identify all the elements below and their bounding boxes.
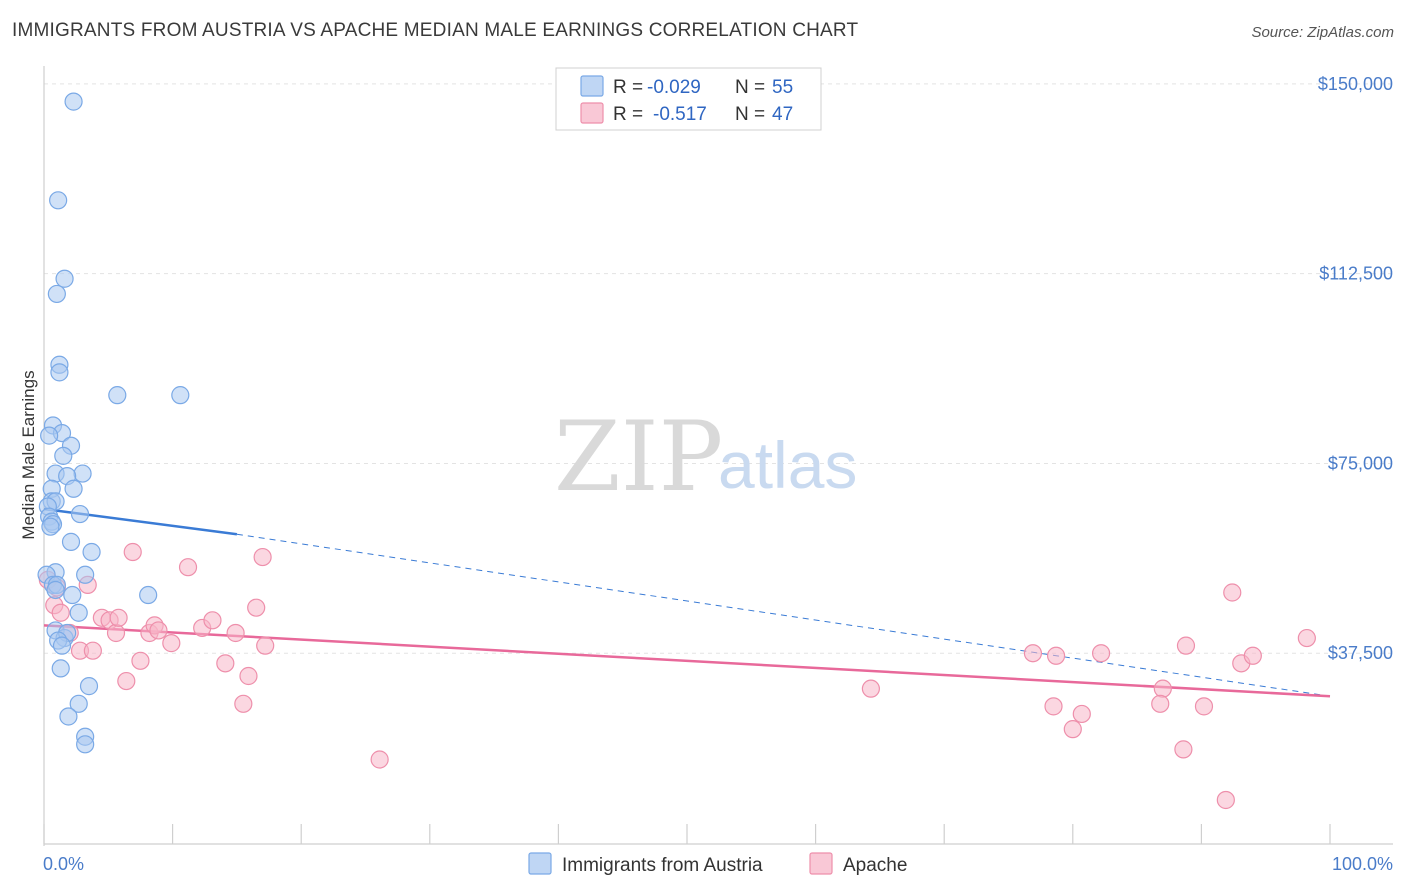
gridlines xyxy=(44,83,1393,654)
y-tick-label-2: $112,500 xyxy=(1319,264,1393,284)
point-austria-16 xyxy=(64,479,83,498)
point-austria-34 xyxy=(63,585,82,605)
point-apache-19 xyxy=(178,558,198,577)
legend-n-label-austria: N = xyxy=(735,77,765,98)
point-austria-35 xyxy=(139,585,158,605)
bottom-legend-swatch-austria xyxy=(528,852,552,875)
point-austria-6 xyxy=(108,386,127,405)
point-apache-40 xyxy=(1176,636,1196,655)
point-apache-37 xyxy=(1153,679,1172,698)
point-apache-13 xyxy=(123,542,142,562)
legend-r-label-apache: R = xyxy=(613,104,643,125)
y-tick-label-0: $37,500 xyxy=(1328,643,1393,663)
point-austria-21 xyxy=(70,504,90,524)
legend-n-value-apache: 47 xyxy=(772,104,793,125)
point-austria-30 xyxy=(76,565,95,584)
point-apache-28 xyxy=(253,547,272,567)
point-austria-12 xyxy=(54,446,73,465)
watermark: ZIP atlas xyxy=(554,401,857,513)
trend-lines xyxy=(43,507,1331,698)
point-apache-21 xyxy=(203,611,222,630)
legend-swatch-austria xyxy=(580,75,604,97)
point-austria-27 xyxy=(82,542,101,562)
point-apache-24 xyxy=(234,694,253,713)
y-tick-label-3: $150,000 xyxy=(1318,74,1393,94)
chart-title: IMMIGRANTS FROM AUSTRIA VS APACHE MEDIAN… xyxy=(12,20,859,41)
legend-r-value-apache: -0.517 xyxy=(653,104,707,125)
point-apache-29 xyxy=(370,750,389,769)
point-apache-12 xyxy=(117,671,136,691)
point-apache-43 xyxy=(1223,583,1242,602)
point-apache-41 xyxy=(1194,697,1214,716)
point-apache-7 xyxy=(83,641,102,660)
point-austria-36 xyxy=(69,603,88,622)
point-austria-42 xyxy=(51,659,70,678)
trendline-austria-extension xyxy=(236,533,1331,697)
point-apache-34 xyxy=(1063,720,1082,739)
point-apache-32 xyxy=(1046,646,1066,665)
point-apache-27 xyxy=(256,636,275,655)
point-austria-0 xyxy=(64,92,83,111)
point-apache-35 xyxy=(1072,704,1091,724)
point-austria-43 xyxy=(79,677,99,696)
legend-n-label-apache: N = xyxy=(735,104,765,125)
bottom-legend-swatch-apache xyxy=(809,852,833,875)
x-tick-label-0: 0.0% xyxy=(43,854,84,874)
x-tick-labels: 0.0% 100.0% xyxy=(43,854,1393,874)
point-austria-14 xyxy=(73,464,92,483)
point-apache-45 xyxy=(1243,646,1262,665)
point-apache-17 xyxy=(149,621,168,640)
point-apache-26 xyxy=(247,598,266,617)
axes xyxy=(43,66,1393,846)
point-apache-4 xyxy=(51,603,70,622)
bottom-legend-label-apache: Apache xyxy=(843,855,907,876)
series-legend: Immigrants from Austria Apache xyxy=(528,852,907,876)
point-apache-31 xyxy=(1023,644,1043,663)
point-apache-18 xyxy=(162,634,181,653)
point-apache-46 xyxy=(1297,628,1316,648)
y-axis-label: Median Male Earnings xyxy=(19,370,38,539)
point-apache-10 xyxy=(106,623,126,643)
point-austria-7 xyxy=(171,386,190,405)
legend-r-value-austria: -0.029 xyxy=(647,77,701,98)
point-austria-26 xyxy=(61,532,81,551)
point-apache-11 xyxy=(109,608,128,627)
point-apache-38 xyxy=(1151,694,1170,713)
point-apache-36 xyxy=(1091,644,1111,663)
source-label: Source: ZipAtlas.com xyxy=(1251,24,1394,41)
legend-r-label-austria: R = xyxy=(613,77,643,98)
point-austria-5 xyxy=(50,363,69,382)
y-tick-labels: $37,500 $75,000 $112,500 $150,000 xyxy=(1318,74,1393,663)
point-apache-39 xyxy=(1174,740,1193,759)
trendline-apache xyxy=(43,624,1331,698)
bottom-legend-label-austria: Immigrants from Austria xyxy=(562,855,763,876)
point-apache-42 xyxy=(1216,790,1235,810)
point-austria-41 xyxy=(52,636,72,655)
point-apache-23 xyxy=(226,623,245,643)
data-points xyxy=(37,92,1316,810)
point-austria-44 xyxy=(69,694,88,713)
watermark-zip: ZIP xyxy=(554,401,723,513)
point-apache-30 xyxy=(861,679,880,698)
point-apache-14 xyxy=(131,651,150,670)
point-austria-25 xyxy=(41,517,60,536)
point-austria-47 xyxy=(76,735,95,754)
point-austria-10 xyxy=(40,426,59,445)
point-austria-2 xyxy=(55,269,74,288)
point-austria-45 xyxy=(59,707,78,726)
point-austria-33 xyxy=(46,580,65,600)
point-apache-25 xyxy=(239,666,258,686)
correlation-legend: R = -0.029 N = 55 R = -0.517 N = 47 xyxy=(555,67,822,131)
point-austria-3 xyxy=(47,284,66,304)
point-apache-22 xyxy=(216,654,235,673)
watermark-atlas: atlas xyxy=(718,428,857,502)
point-austria-1 xyxy=(49,191,68,210)
point-apache-33 xyxy=(1044,697,1063,716)
legend-swatch-apache xyxy=(580,102,604,124)
legend-n-value-austria: 55 xyxy=(772,77,793,98)
y-tick-label-1: $75,000 xyxy=(1328,453,1393,473)
x-tick-label-1: 100.0% xyxy=(1332,854,1393,874)
